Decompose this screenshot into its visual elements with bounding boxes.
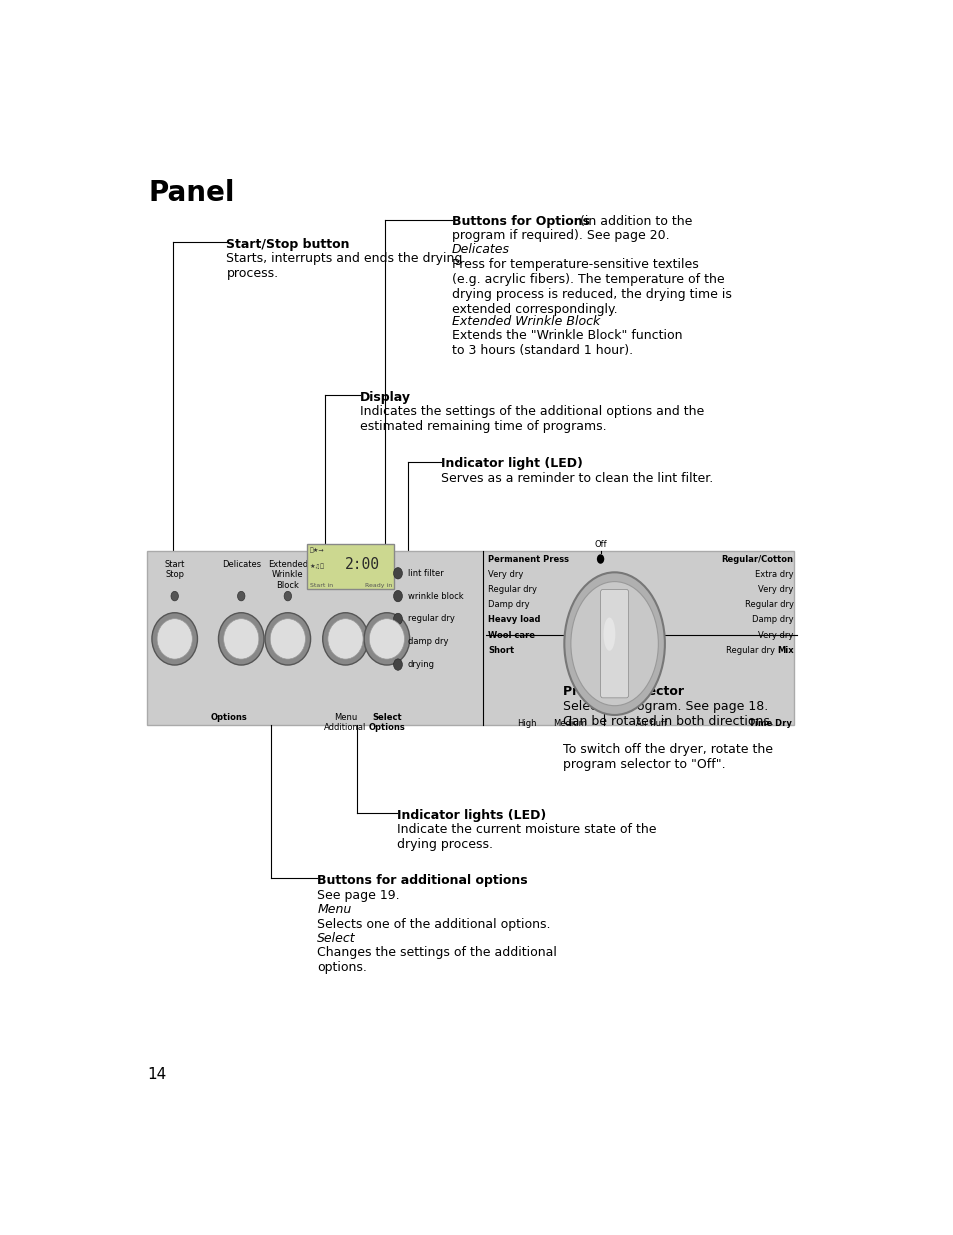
Text: Panel: Panel bbox=[149, 179, 235, 206]
Ellipse shape bbox=[157, 619, 193, 659]
Ellipse shape bbox=[328, 619, 363, 659]
Text: Extended Wrinkle Block: Extended Wrinkle Block bbox=[452, 315, 599, 327]
Circle shape bbox=[394, 636, 402, 647]
Text: Air fluff: Air fluff bbox=[636, 719, 666, 727]
Text: Start/Stop button: Start/Stop button bbox=[226, 237, 350, 251]
Text: Buttons for Options: Buttons for Options bbox=[452, 215, 589, 227]
Text: Changes the settings of the additional
options.: Changes the settings of the additional o… bbox=[317, 946, 557, 974]
Ellipse shape bbox=[570, 582, 658, 705]
Text: program if required). See page 20.: program if required). See page 20. bbox=[452, 228, 669, 242]
Circle shape bbox=[237, 592, 245, 601]
Text: To switch off the dryer, rotate the
program selector to "Off".: To switch off the dryer, rotate the prog… bbox=[562, 742, 772, 771]
Text: ⍧★→: ⍧★→ bbox=[310, 548, 324, 553]
Text: damp dry: damp dry bbox=[407, 637, 448, 646]
Text: Select: Select bbox=[317, 931, 355, 945]
Text: Extends the "Wrinkle Block" function
to 3 hours (standard 1 hour).: Extends the "Wrinkle Block" function to … bbox=[452, 329, 681, 357]
Text: Mix: Mix bbox=[776, 646, 793, 655]
Text: Indicator light (LED): Indicator light (LED) bbox=[440, 457, 582, 471]
Text: Press for temperature-sensitive textiles
(e.g. acrylic fibers). The temperature : Press for temperature-sensitive textiles… bbox=[452, 258, 731, 316]
Text: Buttons for additional options: Buttons for additional options bbox=[317, 874, 527, 887]
FancyBboxPatch shape bbox=[600, 589, 628, 698]
Text: Select
Options: Select Options bbox=[368, 713, 405, 732]
Ellipse shape bbox=[564, 572, 664, 715]
Text: See page 19.: See page 19. bbox=[317, 889, 399, 902]
Circle shape bbox=[394, 614, 402, 625]
Text: Time Dry: Time Dry bbox=[748, 719, 791, 727]
Text: Regular dry: Regular dry bbox=[743, 600, 793, 609]
Circle shape bbox=[597, 555, 603, 563]
Text: Damp dry: Damp dry bbox=[751, 615, 793, 625]
Text: Regular/Cotton: Regular/Cotton bbox=[720, 555, 793, 563]
Ellipse shape bbox=[369, 619, 404, 659]
Ellipse shape bbox=[270, 619, 305, 659]
Text: regular dry: regular dry bbox=[407, 615, 454, 624]
Ellipse shape bbox=[218, 613, 264, 664]
Circle shape bbox=[171, 592, 178, 601]
Text: wrinkle block: wrinkle block bbox=[407, 592, 463, 600]
Text: Indicates the settings of the additional options and the
estimated remaining tim: Indicates the settings of the additional… bbox=[359, 405, 703, 433]
Text: Ready in: Ready in bbox=[364, 583, 392, 588]
Ellipse shape bbox=[223, 619, 258, 659]
Text: Display: Display bbox=[359, 390, 410, 404]
Bar bbox=[307, 543, 394, 589]
Text: Start in: Start in bbox=[310, 583, 333, 588]
Text: Very dry: Very dry bbox=[758, 631, 793, 640]
Text: Extra dry: Extra dry bbox=[754, 569, 793, 579]
Text: 2:00: 2:00 bbox=[344, 557, 379, 572]
Text: Medium: Medium bbox=[552, 719, 586, 727]
Text: Very dry: Very dry bbox=[488, 569, 523, 579]
Text: drying: drying bbox=[407, 659, 435, 669]
Text: Wool care: Wool care bbox=[488, 631, 535, 640]
Text: Regular dry: Regular dry bbox=[488, 585, 537, 594]
Text: Indicator lights (LED): Indicator lights (LED) bbox=[396, 809, 545, 823]
Text: Off: Off bbox=[594, 540, 606, 548]
Text: Regular dry: Regular dry bbox=[725, 646, 774, 655]
Text: Extended
Wrinkle
Block: Extended Wrinkle Block bbox=[268, 559, 308, 590]
Ellipse shape bbox=[265, 613, 311, 664]
Text: Selects a program. See page 18.
Can be rotated in both directions.: Selects a program. See page 18. Can be r… bbox=[562, 700, 773, 727]
Text: Damp dry: Damp dry bbox=[488, 600, 529, 609]
Text: Menu: Menu bbox=[317, 903, 352, 916]
Text: Very dry: Very dry bbox=[758, 585, 793, 594]
Ellipse shape bbox=[322, 613, 368, 664]
Text: ★♫Ⓠ: ★♫Ⓠ bbox=[310, 564, 325, 569]
Text: (in addition to the: (in addition to the bbox=[576, 215, 692, 227]
Text: Selects one of the additional options.: Selects one of the additional options. bbox=[317, 918, 550, 930]
Text: Permanent Press: Permanent Press bbox=[488, 555, 569, 563]
Text: Start
Stop: Start Stop bbox=[164, 559, 185, 579]
Circle shape bbox=[394, 590, 402, 601]
Text: Heavy load: Heavy load bbox=[488, 615, 540, 625]
Circle shape bbox=[394, 658, 402, 671]
Text: lint filter: lint filter bbox=[407, 569, 443, 578]
Text: Options: Options bbox=[210, 713, 247, 722]
Ellipse shape bbox=[152, 613, 197, 664]
Text: Short: Short bbox=[488, 646, 514, 655]
Ellipse shape bbox=[364, 613, 409, 664]
Text: Menu
Additional: Menu Additional bbox=[324, 713, 366, 732]
Ellipse shape bbox=[603, 618, 615, 651]
Circle shape bbox=[394, 568, 402, 579]
Text: Serves as a reminder to clean the lint filter.: Serves as a reminder to clean the lint f… bbox=[440, 472, 713, 484]
Text: Delicates: Delicates bbox=[452, 243, 510, 257]
Text: Program selector: Program selector bbox=[562, 685, 683, 699]
Text: Delicates: Delicates bbox=[221, 559, 260, 569]
Bar bbox=[147, 551, 793, 725]
Text: 14: 14 bbox=[147, 1067, 167, 1082]
Text: Starts, interrupts and ends the drying
process.: Starts, interrupts and ends the drying p… bbox=[226, 252, 462, 280]
Circle shape bbox=[284, 592, 292, 601]
Text: Indicate the current moisture state of the
drying process.: Indicate the current moisture state of t… bbox=[396, 824, 656, 851]
Text: High: High bbox=[517, 719, 537, 727]
